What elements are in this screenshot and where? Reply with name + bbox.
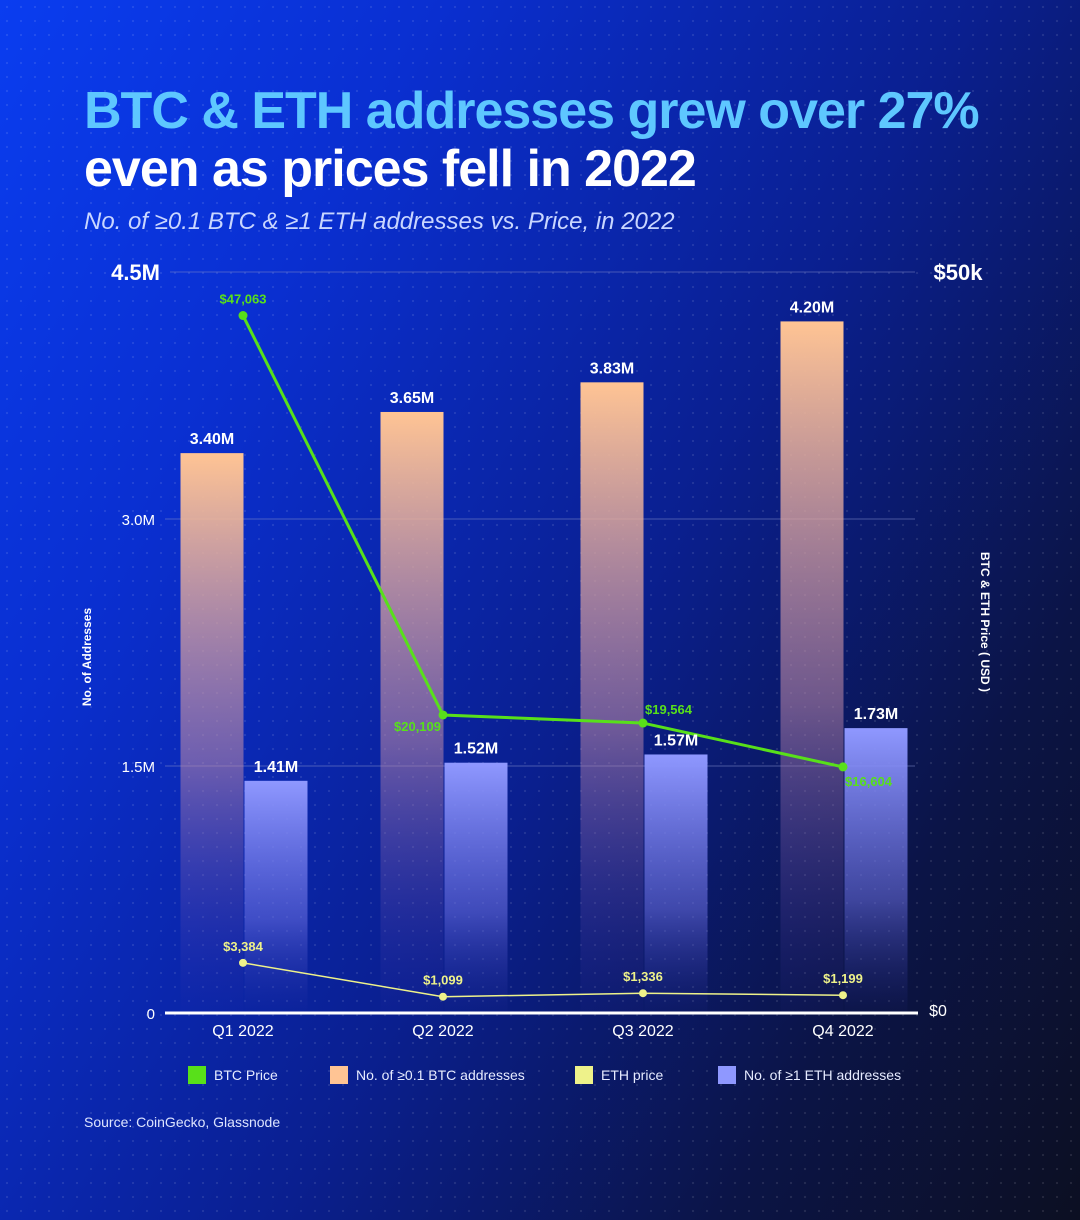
point-btc-price xyxy=(238,311,248,321)
source-note: Source: CoinGecko, Glassnode xyxy=(84,1114,281,1130)
legend-swatch-eth-price xyxy=(575,1066,593,1084)
page-title: BTC & ETH addresses grew over 27% even a… xyxy=(84,82,980,198)
data-label-eth-addresses: 1.52M xyxy=(454,741,498,758)
legend-swatch-btc-addresses xyxy=(330,1066,348,1084)
y-axis-tick-label: 4.5M xyxy=(111,260,160,285)
right-axis-tick-label: $0 xyxy=(929,1003,947,1020)
data-label-btc-addresses: 3.65M xyxy=(390,390,434,407)
title-line-1: BTC & ETH addresses grew over 27% xyxy=(84,82,980,140)
bar-btc-addresses xyxy=(780,321,844,1013)
legend-item-btc-addresses: No. of ≥0.1 BTC addresses xyxy=(330,1066,525,1084)
bar-eth-addresses xyxy=(844,728,908,1013)
legend-item-eth-addresses: No. of ≥1 ETH addresses xyxy=(718,1066,901,1084)
data-label-btc-price: $47,063 xyxy=(220,292,267,307)
chart-subtitle: No. of ≥0.1 BTC & ≥1 ETH addresses vs. P… xyxy=(84,208,675,235)
point-eth-price xyxy=(439,992,447,1001)
bar-btc-addresses xyxy=(380,411,444,1013)
x-axis-tick-label: Q1 2022 xyxy=(212,1023,273,1040)
legend-item-eth-price: ETH price xyxy=(575,1066,663,1084)
legend-swatch-eth-addresses xyxy=(718,1066,736,1084)
data-label-eth-price: $1,199 xyxy=(823,971,863,986)
legend-label-eth-addresses: No. of ≥1 ETH addresses xyxy=(744,1067,902,1083)
data-label-eth-price: $1,099 xyxy=(423,973,463,988)
data-label-eth-price: $3,384 xyxy=(223,939,264,954)
legend-label-btc-price: BTC Price xyxy=(214,1067,278,1083)
data-label-btc-price: $16,604 xyxy=(845,774,893,789)
data-label-eth-price: $1,336 xyxy=(623,969,663,984)
y-axis-tick-label: 0 xyxy=(147,1006,155,1023)
right-axis-tick-label: $50k xyxy=(934,260,984,285)
x-axis-tick-label: Q3 2022 xyxy=(612,1023,673,1040)
bar-eth-addresses xyxy=(244,780,308,1013)
x-axis-tick-label: Q2 2022 xyxy=(412,1023,473,1040)
legend-item-btc-price: BTC Price xyxy=(188,1066,278,1084)
left-axis-title: No. of Addresses xyxy=(80,608,94,707)
bar-btc-addresses xyxy=(580,382,644,1013)
line-eth-price xyxy=(242,962,844,998)
data-label-btc-price: $20,109 xyxy=(394,719,441,734)
data-label-btc-addresses: 4.20M xyxy=(790,299,834,316)
bar-btc-addresses xyxy=(180,453,244,1014)
y-axis-tick-label: 3.0M xyxy=(122,512,155,529)
point-btc-price xyxy=(438,710,448,720)
point-btc-price xyxy=(838,762,848,772)
data-label-btc-price: $19,564 xyxy=(645,702,693,717)
point-eth-price xyxy=(839,991,847,1000)
right-axis-title: BTC & ETH Price ( USD ) xyxy=(978,552,992,692)
y-axis-tick-label: 1.5M xyxy=(122,759,155,776)
data-label-eth-addresses: 1.41M xyxy=(254,759,298,776)
point-btc-price xyxy=(638,718,648,728)
legend-label-eth-price: ETH price xyxy=(601,1067,664,1083)
data-label-btc-addresses: 3.83M xyxy=(590,360,634,377)
legend-label-btc-addresses: No. of ≥0.1 BTC addresses xyxy=(356,1067,525,1083)
bar-eth-addresses xyxy=(644,754,708,1013)
line-btc-price xyxy=(241,314,844,769)
bar-eth-addresses xyxy=(444,762,508,1013)
legend-swatch-btc-price xyxy=(188,1066,206,1084)
data-label-btc-addresses: 3.40M xyxy=(190,431,234,448)
chart-legend: BTC Price No. of ≥0.1 BTC addresses ETH … xyxy=(0,1066,1080,1088)
point-eth-price xyxy=(639,989,647,998)
data-label-eth-addresses: 1.73M xyxy=(854,706,898,723)
title-line-2: even as prices fell in 2022 xyxy=(84,140,697,198)
point-eth-price xyxy=(239,958,247,967)
data-label-eth-addresses: 1.57M xyxy=(654,732,698,749)
x-axis-tick-label: Q4 2022 xyxy=(812,1023,873,1040)
